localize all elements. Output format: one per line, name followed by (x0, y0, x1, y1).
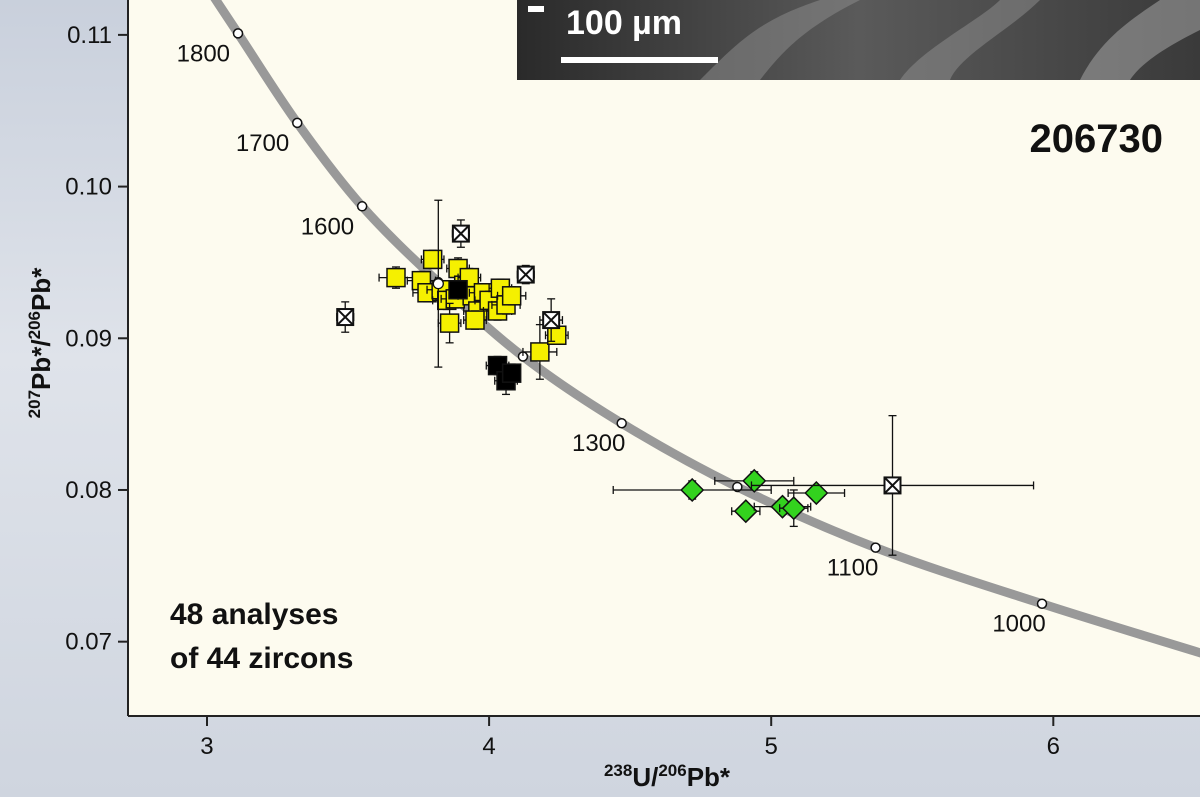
analyses-note-line-1: 48 analyses (170, 598, 338, 631)
crossed-square-data-point (336, 301, 355, 333)
y-axis-title-sup-206: 206 (25, 311, 44, 339)
diamond-data-point (612, 477, 772, 503)
concordia-age-label: 1000 (992, 611, 1045, 638)
analyses-note-line-2: of 44 zircons (170, 642, 353, 675)
concordia-curve (210, 0, 1200, 658)
concordia-age-point (732, 481, 743, 493)
y-tick-label: 0.11 (67, 22, 112, 49)
x-axis-title-sup-238: 238 (604, 761, 632, 780)
concordia-age-point (870, 542, 881, 553)
y-axis-title-pb: Pb*/ (26, 339, 56, 390)
square-data-point (522, 323, 558, 380)
concordia-age-point (292, 117, 303, 129)
x-axis-title-u: U/ (632, 762, 658, 792)
square-data-point (496, 286, 527, 306)
square-data-point (448, 279, 468, 300)
scale-bar-label: 100 µm (566, 4, 682, 42)
concordia-age-label: 1100 (827, 555, 879, 582)
diamond-data-point (779, 489, 809, 528)
concordia-age-point (1036, 598, 1048, 609)
crossed-square-data-point (539, 298, 564, 342)
square-data-point (437, 302, 462, 344)
crossed-square-errorbar-data-point (432, 199, 444, 368)
crossed-square-data-point (451, 219, 470, 248)
y-axis-title: 207Pb*/206Pb* (25, 267, 56, 419)
square-data-point (501, 363, 522, 383)
concordia-age-point (356, 201, 368, 212)
x-tick-label: 6 (1047, 733, 1060, 760)
crossed-square-data-point (516, 264, 535, 285)
x-axis-title: 238U/206Pb* (604, 761, 731, 792)
concordia-age-label: 1300 (572, 430, 625, 457)
x-tick-label: 3 (200, 733, 213, 760)
y-tick-label: 0.10 (65, 174, 112, 201)
concordia-age-point (616, 417, 627, 429)
sem-image-inset: 100 µm (517, 0, 1200, 80)
y-axis-title-sup-207: 207 (25, 390, 44, 418)
x-tick-label: 5 (765, 733, 778, 760)
square-data-point (420, 249, 445, 270)
y-axis-title-pb-2: Pb* (26, 267, 56, 311)
y-tick-label: 0.09 (65, 325, 112, 352)
concordia-age-point (232, 28, 244, 39)
scale-bar (561, 57, 718, 63)
x-axis-title-sup-206: 206 (658, 761, 686, 780)
square-data-point (463, 310, 487, 330)
x-axis-title-pb: Pb* (687, 762, 731, 792)
diamond-data-point (714, 468, 795, 493)
diamond-data-point (731, 499, 761, 524)
concordia-age-label: 1800 (177, 40, 230, 67)
concordia-age-label: 1600 (301, 213, 354, 240)
x-tick-label: 4 (482, 733, 495, 760)
y-tick-label: 0.07 (65, 629, 112, 656)
sample-id-label: 206730 (1030, 117, 1163, 161)
y-tick-label: 0.08 (65, 477, 112, 504)
crossed-square-data-point (750, 414, 1035, 556)
concordia-age-label: 1700 (236, 130, 289, 157)
